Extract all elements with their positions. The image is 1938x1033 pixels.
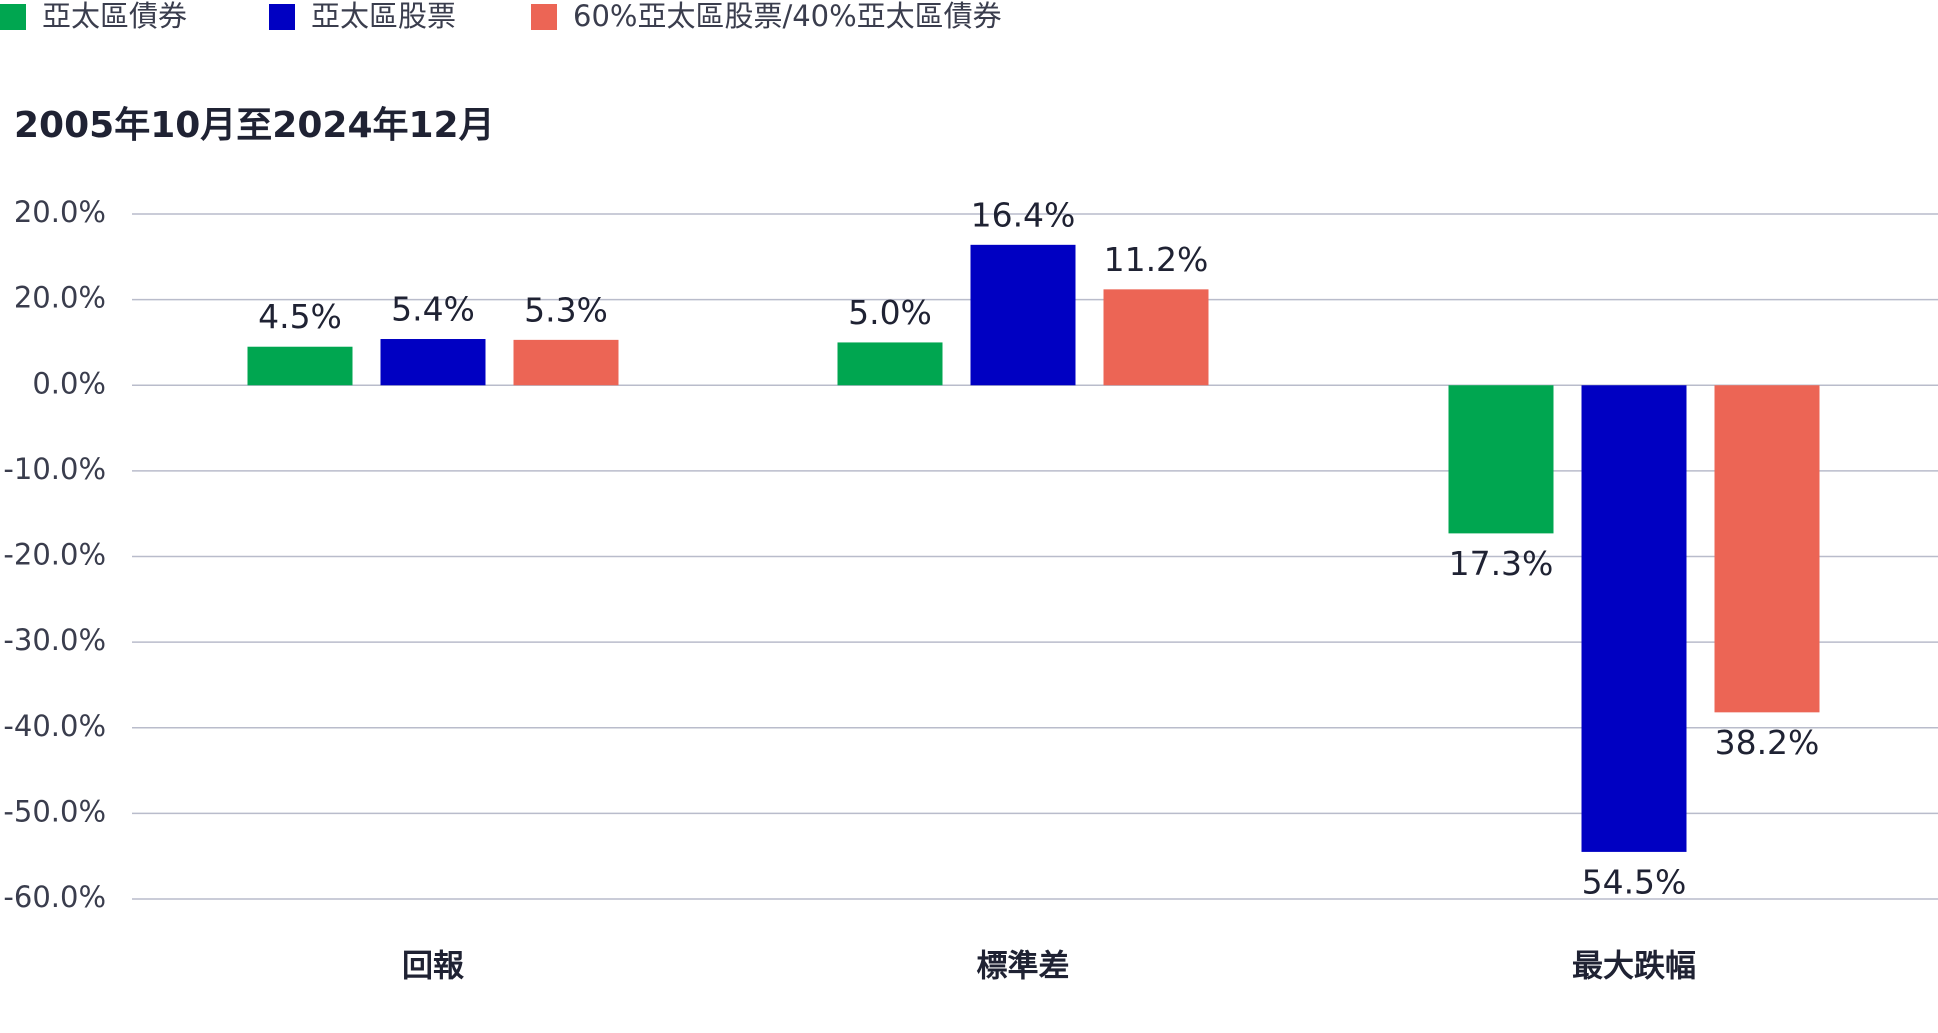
bar [970, 244, 1076, 386]
value-label: 38.2% [1715, 723, 1820, 762]
y-tick-label: -60.0% [3, 880, 106, 914]
y-tick-label: -30.0% [3, 623, 106, 657]
x-tick-label: 標準差 [977, 949, 1070, 985]
bar [247, 346, 353, 386]
bar [380, 339, 486, 386]
y-tick-label: -40.0% [3, 709, 106, 743]
value-label: 16.4% [971, 195, 1076, 234]
value-label: 5.3% [524, 290, 608, 329]
y-tick-label: 20.0% [14, 281, 106, 315]
bar [513, 339, 619, 386]
bar [1103, 289, 1209, 386]
y-tick-label: -50.0% [3, 794, 106, 828]
value-label: 5.0% [848, 293, 932, 332]
bar [1714, 385, 1820, 713]
bar [1448, 385, 1554, 534]
value-label: 54.5% [1582, 862, 1687, 901]
legend-label: 60%亞太區股票/40%亞太區債券 [573, 0, 1002, 33]
value-label: 17.3% [1449, 544, 1554, 583]
y-tick-label: 0.0% [32, 366, 106, 400]
legend-swatch [531, 4, 557, 30]
y-tick-label: 20.0% [14, 195, 106, 229]
legend-swatch [269, 4, 295, 30]
bar [837, 342, 943, 386]
legend-label: 亞太區債券 [42, 0, 187, 33]
y-tick-label: -20.0% [3, 538, 106, 572]
value-label: 5.4% [391, 290, 475, 329]
x-tick-label: 回報 [402, 949, 465, 985]
value-label: 4.5% [258, 297, 342, 336]
y-tick-label: -10.0% [3, 452, 106, 486]
x-tick-label: 最大跌幅 [1572, 949, 1696, 985]
chart-title: 2005年10月至2024年12月 [14, 105, 495, 146]
legend-swatch [0, 4, 26, 30]
legend-label: 亞太區股票 [311, 0, 456, 33]
bar [1581, 385, 1687, 852]
value-label: 11.2% [1104, 240, 1209, 279]
